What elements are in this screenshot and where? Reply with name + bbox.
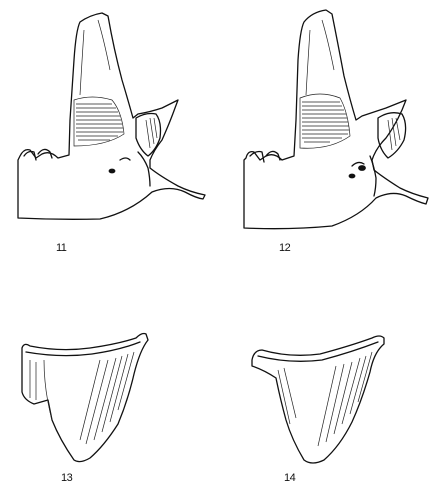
figure-14-drawing	[251, 335, 385, 464]
figure-label-14: 14	[284, 472, 296, 484]
figure-label-12: 12	[279, 242, 291, 254]
figure-label-11: 11	[56, 242, 67, 254]
figure-12-drawing	[243, 9, 429, 230]
figure-13-drawing	[21, 332, 149, 463]
figure-label-13: 13	[61, 472, 73, 484]
figure-11-drawing	[17, 12, 206, 220]
